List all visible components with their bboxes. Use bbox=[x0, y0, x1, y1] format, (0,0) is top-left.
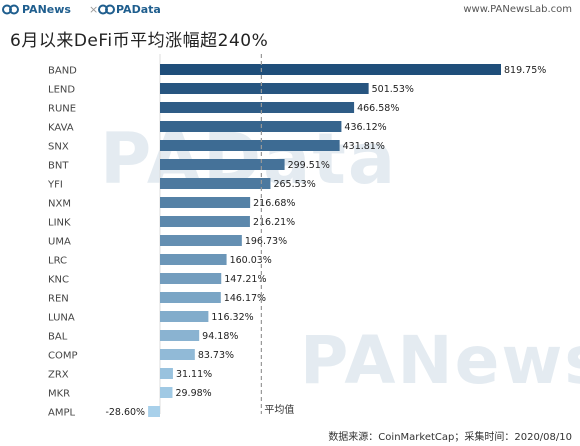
value-label: -28.60% bbox=[105, 407, 145, 418]
padata-logo-icon bbox=[98, 4, 115, 15]
bar-zrx bbox=[160, 368, 173, 379]
category-label: UMA bbox=[48, 237, 71, 248]
value-label: 116.32% bbox=[211, 312, 253, 323]
category-label: BNT bbox=[48, 161, 69, 172]
bar-kava bbox=[160, 121, 342, 132]
bar-bal bbox=[160, 330, 200, 341]
bar-rune bbox=[160, 102, 355, 113]
value-label: 146.17% bbox=[224, 293, 266, 304]
average-label: 平均值 bbox=[264, 403, 294, 416]
category-label: NXM bbox=[48, 199, 71, 210]
data-source-footer: 数据来源：CoinMarketCap；采集时间：2020/08/10 bbox=[328, 432, 572, 443]
bar-mkr bbox=[160, 387, 173, 398]
value-label: 265.53% bbox=[273, 179, 315, 190]
category-label: KNC bbox=[48, 275, 69, 286]
brand-panews: PANews bbox=[22, 3, 71, 16]
category-label: AMPL bbox=[48, 408, 75, 419]
category-label: RUNE bbox=[48, 104, 76, 115]
bar-ren bbox=[160, 292, 221, 303]
bar-yfi bbox=[160, 178, 271, 189]
bar-link bbox=[160, 216, 250, 227]
value-label: 466.58% bbox=[357, 103, 399, 114]
category-label: LUNA bbox=[48, 313, 75, 324]
value-label: 31.11% bbox=[176, 369, 212, 380]
bar-lend bbox=[160, 83, 369, 94]
site-url: www.PANewsLab.com bbox=[463, 4, 572, 15]
value-label: 29.98% bbox=[175, 388, 211, 399]
chart-title: 6月以来DeFi币平均涨幅超240% bbox=[10, 31, 269, 51]
value-label: 216.68% bbox=[253, 198, 295, 209]
bar-comp bbox=[160, 349, 195, 360]
category-label: BAL bbox=[48, 332, 68, 343]
bar-band bbox=[160, 64, 501, 75]
brand-separator: × bbox=[89, 3, 99, 16]
category-label: LRC bbox=[48, 256, 67, 267]
category-label: REN bbox=[48, 294, 69, 305]
bar-lrc bbox=[160, 254, 227, 265]
category-label: LEND bbox=[48, 85, 75, 96]
panews-logo-icon bbox=[2, 4, 19, 15]
bar-knc bbox=[160, 273, 222, 284]
watermark-panews: PANews bbox=[300, 322, 580, 399]
value-label: 299.51% bbox=[288, 160, 330, 171]
category-label: COMP bbox=[48, 351, 78, 362]
value-label: 501.53% bbox=[372, 84, 414, 95]
value-label: 216.21% bbox=[253, 217, 295, 228]
bar-luna bbox=[160, 311, 209, 322]
value-label: 431.81% bbox=[343, 141, 385, 152]
header-bar: PANews × PAData www.PANewsLab.com bbox=[0, 0, 580, 22]
bar-bnt bbox=[160, 159, 285, 170]
bar-nxm bbox=[160, 197, 251, 208]
category-label: BAND bbox=[48, 66, 77, 77]
bar-chart: BAND 819.75% LEND 501.53% RUNE 466.58% KAVA 436… bbox=[47, 54, 546, 419]
value-label: 83.73% bbox=[198, 350, 234, 361]
category-label: ZRX bbox=[48, 370, 69, 381]
value-label: 436.12% bbox=[344, 122, 386, 133]
bar-uma bbox=[160, 235, 242, 246]
category-label: KAVA bbox=[48, 123, 74, 134]
bar-ampl bbox=[148, 406, 160, 417]
value-label: 147.21% bbox=[224, 274, 266, 285]
bar-snx bbox=[160, 140, 340, 151]
category-label: LINK bbox=[48, 218, 71, 229]
value-label: 196.73% bbox=[245, 236, 287, 247]
category-label: SNX bbox=[48, 142, 69, 153]
value-label: 160.03% bbox=[230, 255, 272, 266]
value-label: 94.18% bbox=[202, 331, 238, 342]
value-label: 819.75% bbox=[504, 65, 546, 76]
brand-padata: PAData bbox=[116, 3, 161, 16]
category-label: MKR bbox=[48, 389, 70, 400]
category-label: YFI bbox=[47, 180, 63, 191]
